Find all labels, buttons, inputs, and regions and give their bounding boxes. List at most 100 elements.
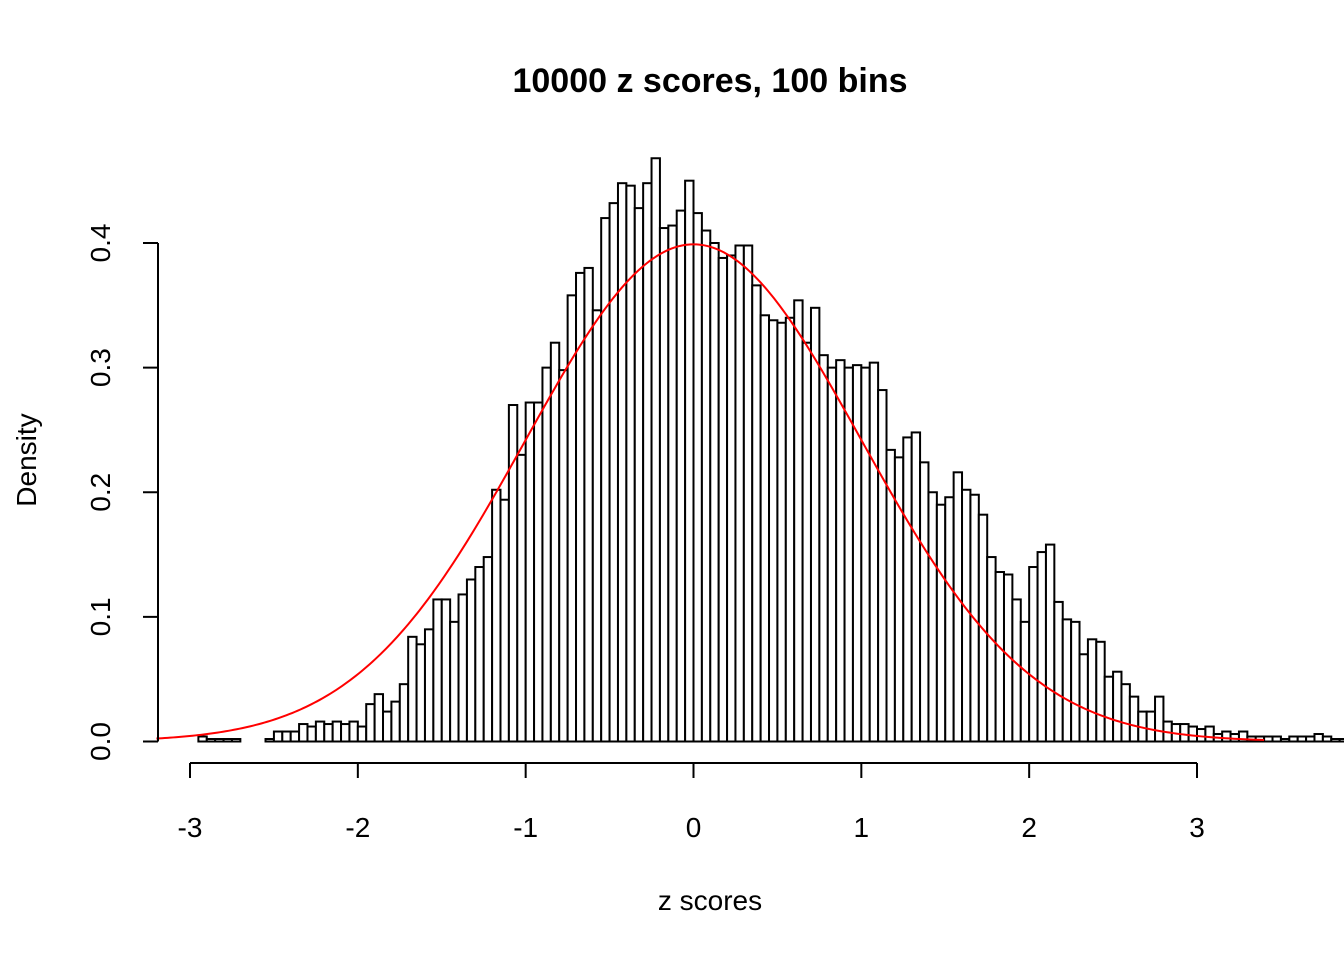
histogram-bar [1338, 738, 1344, 743]
histogram-bar [919, 461, 930, 743]
y-tick-label: 0.2 [85, 473, 116, 512]
histogram-bar [902, 436, 913, 743]
histogram-bar [809, 306, 821, 743]
histogram-bar [1271, 735, 1282, 743]
histogram-bar [1145, 710, 1157, 743]
histogram-bar [549, 341, 561, 743]
histogram-bar [801, 341, 812, 743]
histogram-bar [1187, 725, 1198, 743]
histogram-bar [1053, 600, 1064, 743]
histogram-bar [214, 738, 225, 743]
histogram-bar [860, 366, 871, 743]
histogram-bar [1296, 735, 1308, 743]
histogram-bar [1330, 738, 1341, 743]
histogram-bar [675, 209, 687, 743]
histogram-bar [205, 738, 217, 743]
histogram-bar [700, 229, 712, 743]
histogram-bar [289, 730, 301, 743]
histogram-bar [1036, 551, 1047, 743]
histogram-bar [1044, 543, 1056, 743]
histogram-bar [558, 369, 569, 743]
histogram-bar [667, 224, 678, 743]
histogram-bar [616, 182, 628, 743]
histogram-bar [331, 720, 343, 743]
histogram-bar [524, 401, 536, 743]
histogram-bar [423, 628, 435, 743]
histogram-bars [197, 157, 1344, 743]
histogram-bar [533, 401, 544, 743]
histogram-bar [1279, 738, 1291, 743]
x-axis-label: z scores [658, 885, 762, 916]
histogram-bar [356, 725, 368, 743]
histogram-bar [1305, 735, 1316, 743]
histogram-bar [281, 730, 292, 743]
histogram-bar [1313, 733, 1324, 743]
histogram-bar [709, 242, 720, 743]
histogram-bar [952, 471, 964, 743]
y-tick-label: 0.4 [85, 224, 116, 263]
histogram-bar [390, 700, 401, 743]
histogram-bar [340, 723, 351, 743]
histogram-bar [222, 738, 233, 743]
histogram-bar [398, 683, 410, 743]
histogram-bar [726, 254, 737, 743]
histogram-bar [751, 284, 762, 743]
histogram-bar [264, 738, 275, 743]
histogram-bar [1179, 723, 1190, 743]
histogram-bar [851, 364, 863, 743]
histogram-bar [642, 182, 653, 743]
histogram-bar [348, 720, 359, 743]
histogram-bar [298, 723, 309, 743]
histogram-bar [600, 217, 611, 743]
histogram-bar [776, 321, 787, 743]
histogram-bar [927, 491, 938, 743]
x-tick-label: 3 [1189, 812, 1205, 843]
y-axis: 0.0 0.1 0.2 0.3 0.4 [85, 224, 159, 761]
histogram-bar [449, 620, 460, 743]
histogram-bar [608, 202, 619, 743]
histogram-bar [1321, 735, 1333, 743]
histogram-bar [440, 598, 452, 743]
histogram-bar [407, 635, 418, 743]
histogram-bar [1086, 638, 1098, 743]
histogram-bar [1028, 566, 1039, 743]
histogram-bar [877, 389, 888, 743]
histogram-bar [465, 578, 477, 743]
histogram-bar [415, 643, 426, 743]
histogram-bar [818, 354, 829, 743]
histogram-bar [961, 488, 972, 743]
histogram-bar [1120, 683, 1131, 743]
y-tick-label: 0.3 [85, 348, 116, 387]
histogram-bar [1263, 735, 1274, 743]
histogram-bar [1103, 675, 1115, 743]
histogram-bar [499, 498, 510, 743]
histogram-bar [323, 723, 334, 743]
histogram-bar [944, 496, 955, 743]
histogram-bar [541, 366, 552, 743]
histogram-bar [1288, 735, 1299, 743]
histogram-bar [868, 361, 880, 743]
histogram-bar [230, 738, 242, 743]
histogram-bar [306, 725, 317, 743]
histogram-bar [1128, 695, 1140, 743]
histogram-bar [650, 157, 661, 743]
histogram-bar [457, 593, 468, 743]
histogram-bar [986, 556, 997, 743]
histogram-bar [272, 730, 284, 743]
histogram-bar [717, 256, 729, 743]
histogram-bar [793, 299, 804, 743]
histogram-bar [516, 453, 527, 743]
histogram-bar [826, 366, 838, 743]
histogram-bar [658, 227, 670, 743]
histogram-bar [197, 735, 208, 743]
x-tick-label: 0 [686, 812, 702, 843]
histogram-bar [684, 179, 695, 743]
x-tick-label: 1 [854, 812, 870, 843]
histogram-bar [835, 359, 846, 743]
histogram-bar [491, 488, 502, 743]
histogram-bar [575, 271, 586, 743]
histogram-bar [759, 314, 771, 743]
histogram-bar [1070, 620, 1081, 743]
histogram-bar [625, 184, 636, 743]
